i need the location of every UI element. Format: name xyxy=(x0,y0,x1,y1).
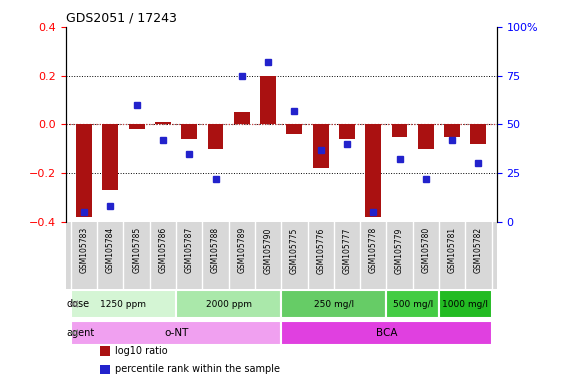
Text: GSM105784: GSM105784 xyxy=(106,227,115,273)
Text: GSM105787: GSM105787 xyxy=(184,227,194,273)
Text: 2000 ppm: 2000 ppm xyxy=(206,300,252,308)
Text: GSM105777: GSM105777 xyxy=(343,227,351,273)
Text: 250 mg/l: 250 mg/l xyxy=(313,300,354,308)
Bar xyxy=(365,124,381,217)
Text: agent: agent xyxy=(66,328,94,338)
Bar xyxy=(387,290,439,318)
Text: 1000 mg/l: 1000 mg/l xyxy=(442,300,488,308)
Text: percentile rank within the sample: percentile rank within the sample xyxy=(115,364,280,374)
Bar xyxy=(339,124,355,139)
Bar xyxy=(260,76,276,124)
Text: GSM105780: GSM105780 xyxy=(421,227,431,273)
Text: GSM105779: GSM105779 xyxy=(395,227,404,273)
Text: dose: dose xyxy=(66,299,89,309)
Bar xyxy=(102,124,118,190)
Text: GSM105776: GSM105776 xyxy=(316,227,325,273)
Text: GSM105790: GSM105790 xyxy=(264,227,272,273)
Bar xyxy=(182,124,197,139)
Text: 1250 ppm: 1250 ppm xyxy=(100,300,147,308)
Bar xyxy=(234,112,250,124)
Text: GSM105783: GSM105783 xyxy=(79,227,89,273)
Text: 500 mg/l: 500 mg/l xyxy=(392,300,433,308)
Text: GSM105789: GSM105789 xyxy=(238,227,246,273)
Bar xyxy=(281,321,492,345)
Text: GSM105785: GSM105785 xyxy=(132,227,141,273)
Bar xyxy=(100,365,110,374)
Bar xyxy=(76,124,92,217)
Bar xyxy=(439,290,492,318)
Bar xyxy=(128,124,144,129)
Text: BCA: BCA xyxy=(376,328,397,338)
Bar xyxy=(71,321,281,345)
Text: o-NT: o-NT xyxy=(164,328,188,338)
Bar xyxy=(392,124,407,137)
Text: GSM105781: GSM105781 xyxy=(448,227,457,273)
Bar xyxy=(313,124,328,168)
Bar xyxy=(281,290,387,318)
Text: GDS2051 / 17243: GDS2051 / 17243 xyxy=(66,11,176,24)
Text: GSM105788: GSM105788 xyxy=(211,227,220,273)
Bar xyxy=(155,122,171,124)
Bar xyxy=(71,290,176,318)
Text: GSM105778: GSM105778 xyxy=(369,227,378,273)
Bar xyxy=(100,346,110,356)
Text: GSM105786: GSM105786 xyxy=(158,227,167,273)
Bar xyxy=(176,290,281,318)
Text: log10 ratio: log10 ratio xyxy=(115,346,168,356)
Text: GSM105782: GSM105782 xyxy=(474,227,483,273)
Bar xyxy=(418,124,434,149)
Bar xyxy=(287,124,302,134)
Bar xyxy=(444,124,460,137)
Text: GSM105775: GSM105775 xyxy=(290,227,299,273)
Bar xyxy=(471,124,486,144)
Bar xyxy=(208,124,223,149)
